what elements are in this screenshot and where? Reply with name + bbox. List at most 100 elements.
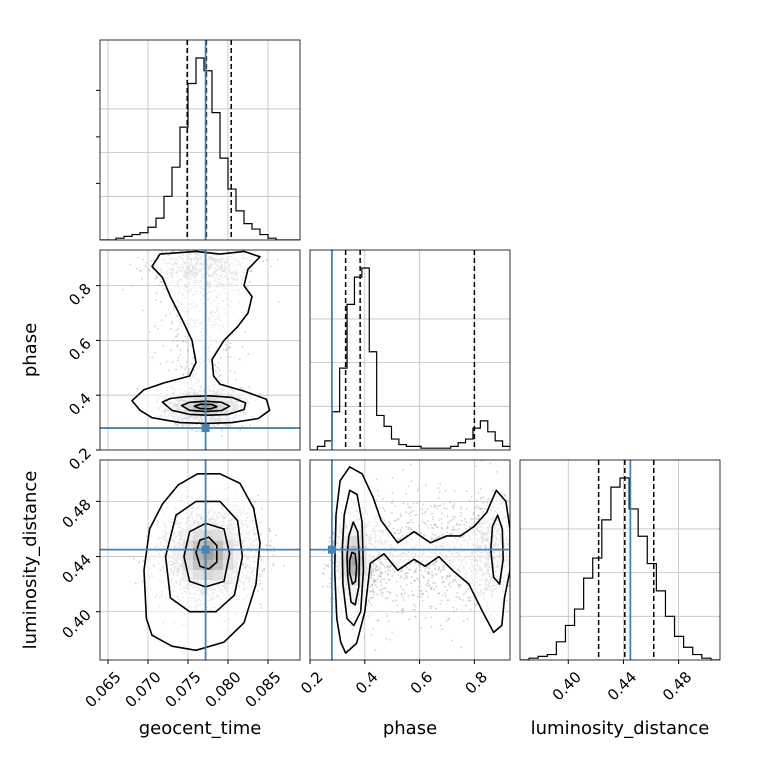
sample-point: [241, 425, 244, 428]
sample-point: [176, 344, 179, 347]
sample-point: [216, 366, 219, 369]
sample-point: [214, 364, 217, 367]
sample-point: [134, 582, 137, 585]
sample-point: [184, 341, 187, 343]
sample-point: [212, 424, 214, 426]
hist-panel-phase: [310, 250, 510, 450]
sample-point: [129, 263, 132, 266]
sample-point: [214, 237, 216, 239]
sample-point: [246, 285, 249, 288]
sample-point: [165, 250, 168, 253]
sample-point: [216, 372, 219, 375]
sample-point: [175, 335, 177, 338]
sample-point: [272, 563, 275, 565]
sample-point: [266, 550, 269, 552]
sample-point: [171, 361, 174, 363]
sample-point: [153, 259, 155, 262]
sample-point: [259, 392, 262, 395]
sample-point: [141, 309, 144, 312]
sample-point: [142, 258, 145, 261]
sample-point: [272, 554, 275, 556]
hist-frame-phase: [309, 249, 511, 451]
sample-point: [248, 386, 251, 388]
sample-point: [172, 340, 174, 343]
sample-point: [229, 346, 232, 349]
sample-point: [186, 361, 188, 363]
sample-point: [131, 244, 133, 246]
sample-point: [265, 544, 268, 547]
sample-point: [189, 344, 192, 347]
sample-point: [259, 556, 262, 558]
sample-point: [227, 345, 230, 348]
sample-point: [272, 564, 275, 567]
sample-point: [225, 347, 228, 350]
sample-point: [217, 423, 220, 426]
sample-point: [244, 330, 247, 333]
scatter-panel-geocent_time-phase: [100, 228, 300, 450]
sample-point: [176, 424, 179, 427]
sample-point: [229, 247, 231, 249]
histogram-phase: [310, 267, 510, 450]
sample-point: [175, 423, 178, 425]
sample-point: [229, 355, 232, 358]
sample-point: [213, 363, 216, 366]
sample-point: [212, 237, 214, 239]
sample-point: [277, 258, 279, 261]
sample-point: [176, 339, 179, 342]
sample-point: [176, 359, 179, 362]
sample-point: [186, 241, 188, 243]
sample-point: [172, 308, 175, 310]
sample-point: [171, 243, 173, 245]
sample-point: [273, 546, 275, 549]
sample-point: [138, 269, 141, 272]
sample-point: [269, 545, 272, 548]
sample-point: [159, 245, 161, 247]
sample-point: [213, 425, 216, 428]
sample-point: [261, 507, 263, 510]
sample-point: [172, 250, 175, 253]
sample-point: [163, 287, 166, 290]
sample-point: [262, 260, 265, 263]
sample-point: [133, 557, 136, 560]
sample-point: [163, 228, 165, 230]
sample-point: [213, 240, 215, 242]
sample-point: [179, 248, 181, 250]
histogram-geocent_time: [100, 57, 300, 240]
sample-point: [159, 281, 162, 283]
sample-point: [176, 246, 178, 248]
sample-point: [174, 422, 177, 425]
sample-point: [176, 345, 179, 348]
sample-point: [192, 356, 195, 359]
sample-point: [263, 567, 265, 570]
sample-point: [229, 342, 232, 345]
sample-point: [186, 349, 189, 351]
sample-point: [160, 280, 163, 283]
sample-point: [260, 559, 263, 561]
sample-point: [140, 269, 142, 272]
sample-point: [224, 424, 227, 427]
sample-point: [155, 298, 157, 301]
sample-point: [222, 349, 225, 351]
sample-point: [202, 244, 204, 246]
sample-point: [165, 314, 168, 317]
sample-point: [182, 340, 185, 343]
sample-point: [154, 352, 156, 354]
sample-point: [186, 349, 189, 352]
sample-point: [179, 354, 182, 356]
sample-point: [217, 361, 220, 364]
sample-point: [165, 360, 168, 363]
contour-level: [131, 250, 271, 425]
sample-point: [184, 335, 187, 338]
sample-point: [249, 269, 252, 272]
sample-point: [229, 369, 232, 372]
sample-point: [269, 539, 272, 542]
sample-point: [157, 244, 159, 246]
sample-point: [199, 248, 201, 250]
sample-point: [136, 387, 139, 390]
sample-point: [145, 261, 148, 264]
sample-point: [167, 369, 170, 372]
sample-point: [177, 327, 180, 330]
sample-point: [130, 284, 133, 287]
sample-point: [162, 344, 165, 347]
